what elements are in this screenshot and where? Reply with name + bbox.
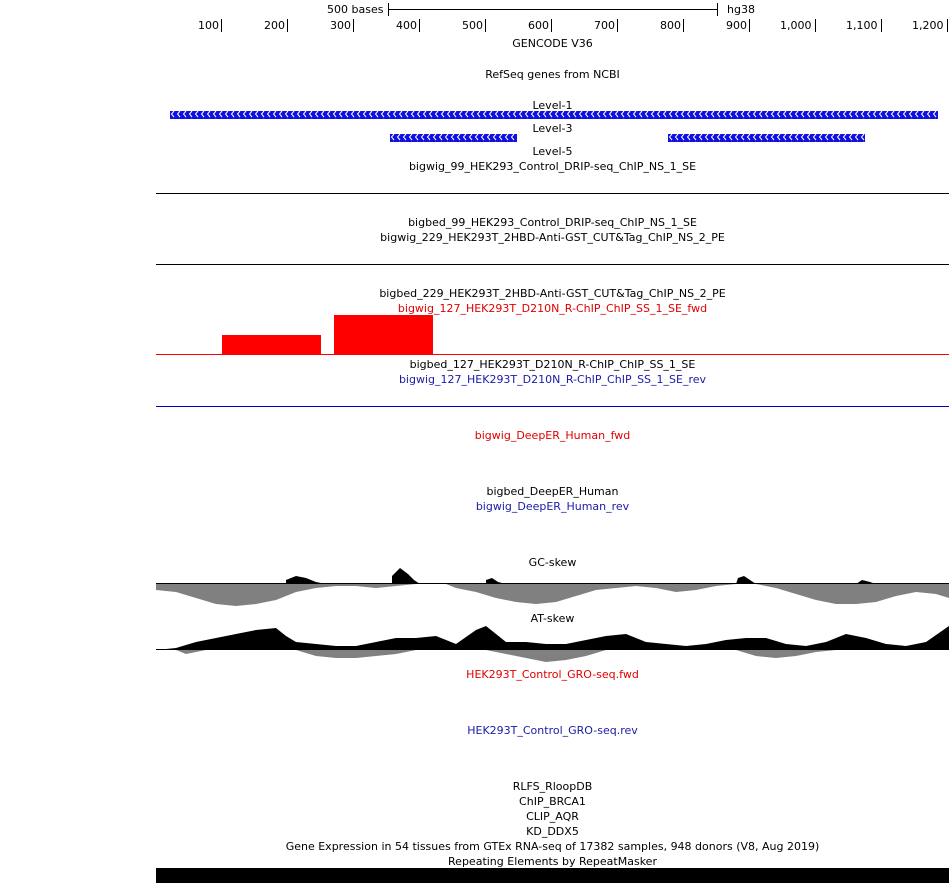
- ruler-tick-label: 700: [594, 19, 615, 32]
- ruler-tick-label: 200: [264, 19, 285, 32]
- gencode-track-label[interactable]: GENCODE V36: [512, 37, 593, 50]
- ruler-tick: [419, 19, 420, 32]
- scale-bar-length-label: 500 bases: [327, 3, 384, 16]
- bigwig-229-track-label[interactable]: bigwig_229_HEK293T_2HBD-Anti-GST_CUT&Tag…: [380, 231, 725, 244]
- ruler-tick: [353, 19, 354, 32]
- bigwig-127-fwd-track-label[interactable]: bigwig_127_HEK293T_D210N_R-ChIP_ChIP_SS_…: [397, 302, 708, 315]
- at-skew-signal[interactable]: [156, 620, 949, 664]
- chip-brca1-track-label[interactable]: ChIP_BRCA1: [519, 795, 586, 808]
- scale-bar: [388, 9, 718, 10]
- scale-bar-left-cap: [388, 3, 389, 16]
- scale-bar-assembly-label: hg38: [727, 3, 755, 16]
- ruler-tick: [287, 19, 288, 32]
- ruler-tick-label: 500: [462, 19, 483, 32]
- level-3-gene-model-right[interactable]: [668, 133, 866, 143]
- level-3-label: Level-3: [532, 122, 573, 135]
- ruler-tick-label: 100: [198, 19, 219, 32]
- deeper-rev-track-label[interactable]: bigwig_DeepER_Human_rev: [475, 500, 630, 513]
- bigwig-229-baseline: [156, 264, 949, 265]
- bigwig-99-baseline: [156, 193, 949, 194]
- bigwig-127-rev-track-label[interactable]: bigwig_127_HEK293T_D210N_R-ChIP_ChIP_SS_…: [398, 373, 707, 386]
- ruler-tick: [617, 19, 618, 32]
- ruler-tick: [815, 19, 816, 32]
- ruler-tick: [683, 19, 684, 32]
- bigwig-127-fwd-signal[interactable]: [156, 310, 949, 356]
- refseq-track-label[interactable]: RefSeq genes from NCBI: [485, 68, 620, 81]
- ruler-tick-label: 1,200: [912, 19, 944, 32]
- ruler-tick: [749, 19, 750, 32]
- level-1-label: Level-1: [532, 99, 573, 112]
- ruler-tick-label: 900: [726, 19, 747, 32]
- at-skew-track-label[interactable]: AT-skew: [530, 612, 575, 625]
- gro-seq-rev-track-label[interactable]: HEK293T_Control_GRO-seq.rev: [467, 724, 638, 737]
- ruler-tick-label: 1,100: [846, 19, 878, 32]
- level-1-gene-model[interactable]: [170, 110, 940, 120]
- deeper-bigbed-track-label[interactable]: bigbed_DeepER_Human: [486, 485, 619, 498]
- signal-peak: [334, 315, 433, 354]
- ruler-tick: [485, 19, 486, 32]
- rlfs-track-label[interactable]: RLFS_RloopDB: [512, 780, 593, 793]
- bigbed-127-track-label[interactable]: bigbed_127_HEK293T_D210N_R-ChIP_ChIP_SS_…: [409, 358, 696, 371]
- bigwig-127-rev-baseline: [156, 406, 949, 407]
- ruler-tick-label: 800: [660, 19, 681, 32]
- ruler-tick: [221, 19, 222, 32]
- signal-peak: [222, 335, 321, 354]
- clip-aqr-track-label[interactable]: CLIP_AQR: [526, 810, 579, 823]
- repeatmasker-feature-bar[interactable]: [156, 868, 949, 883]
- ruler-tick: [947, 19, 948, 32]
- gc-skew-track-label[interactable]: GC-skew: [528, 556, 577, 569]
- repeatmasker-track-label[interactable]: Repeating Elements by RepeatMasker: [448, 855, 657, 868]
- gtex-track-label[interactable]: Gene Expression in 54 tissues from GTEx …: [285, 840, 820, 853]
- ruler-tick-label: 600: [528, 19, 549, 32]
- bigbed-99-track-label[interactable]: bigbed_99_HEK293_Control_DRIP-seq_ChIP_N…: [408, 216, 697, 229]
- kd-ddx5-track-label[interactable]: KD_DDX5: [526, 825, 579, 838]
- gc-skew-signal[interactable]: [156, 566, 949, 610]
- level-5-label: Level-5: [532, 145, 573, 158]
- ruler-tick-label: 1,000: [780, 19, 812, 32]
- level-3-gene-model-left[interactable]: [390, 133, 518, 143]
- deeper-fwd-track-label[interactable]: bigwig_DeepER_Human_fwd: [474, 429, 631, 442]
- ruler-tick-label: 400: [396, 19, 417, 32]
- bigbed-229-track-label[interactable]: bigbed_229_HEK293T_2HBD-Anti-GST_CUT&Tag…: [379, 287, 726, 300]
- ruler-tick-label: 300: [330, 19, 351, 32]
- bigwig-99-track-label[interactable]: bigwig_99_HEK293_Control_DRIP-seq_ChIP_N…: [408, 160, 697, 173]
- ruler-tick: [881, 19, 882, 32]
- ruler-tick: [551, 19, 552, 32]
- gro-seq-fwd-track-label[interactable]: HEK293T_Control_GRO-seq.fwd: [466, 668, 639, 681]
- scale-bar-right-cap: [717, 3, 718, 16]
